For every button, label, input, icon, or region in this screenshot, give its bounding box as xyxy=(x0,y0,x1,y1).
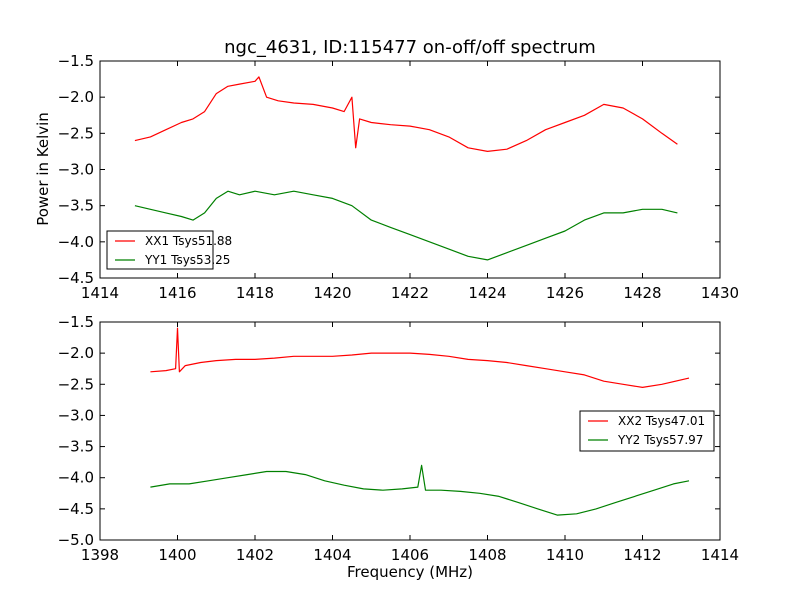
x-tick-label: 1400 xyxy=(158,546,196,564)
x-tick-label: 1420 xyxy=(313,284,351,302)
legend-box xyxy=(106,230,214,270)
x-tick-label: 1428 xyxy=(623,284,661,302)
x-tick-label: 1398 xyxy=(81,546,119,564)
y-tick-label: −3.5 xyxy=(58,438,94,456)
y-tick-label: −4.5 xyxy=(58,269,94,287)
x-tick-label: 1414 xyxy=(81,284,119,302)
y-tick-label: −3.0 xyxy=(58,161,94,179)
x-axis-label: Frequency (MHz) xyxy=(347,563,473,581)
legend-label: XX2 Tsys47.01 xyxy=(618,414,705,428)
legend-label: XX1 Tsys51.88 xyxy=(145,234,232,248)
series-line-2-1 xyxy=(150,327,690,388)
x-tick-label: 1408 xyxy=(468,546,506,564)
x-tick-label: 1424 xyxy=(468,284,506,302)
x-tick-label: 1410 xyxy=(546,546,584,564)
y-tick-label: −2.5 xyxy=(58,375,94,393)
x-tick-label: 1414 xyxy=(701,546,739,564)
y-tick-label: −3.0 xyxy=(58,406,94,424)
legend-label: YY1 Tsys53.25 xyxy=(144,253,230,267)
x-tick-label: 1418 xyxy=(236,284,274,302)
x-tick-label: 1426 xyxy=(546,284,584,302)
y-tick-label: −3.5 xyxy=(58,197,94,215)
series-line-1-2 xyxy=(134,190,678,261)
x-tick-label: 1430 xyxy=(701,284,739,302)
chart-title: ngc_4631, ID:115477 on-off/off spectrum xyxy=(224,37,596,58)
legend-label: YY2 Tsys57.97 xyxy=(617,433,703,447)
y-tick-label: −1.5 xyxy=(58,313,94,331)
x-tick-label: 1404 xyxy=(313,546,351,564)
y-tick-label: −2.0 xyxy=(58,344,94,362)
x-tick-label: 1412 xyxy=(623,546,661,564)
y-tick-label: −4.5 xyxy=(58,500,94,518)
x-tick-label: 1416 xyxy=(158,284,196,302)
series-line-1-1 xyxy=(134,76,678,152)
bottom-subplot: 1398 1400 1402 1404 1406 1408 1410 1412 1414 −1.5… xyxy=(58,313,740,564)
y-tick-label: −2.0 xyxy=(58,88,94,106)
series-line-2-2 xyxy=(150,464,690,516)
top-subplot: 1414 1416 1418 1420 1422 1424 1426 1428 1430 −1.5… xyxy=(58,52,740,302)
y-tick-label: −2.5 xyxy=(58,124,94,142)
y-tick-label: −1.5 xyxy=(58,52,94,70)
y-tick-label: −4.0 xyxy=(58,233,94,251)
x-tick-label: 1406 xyxy=(391,546,429,564)
x-tick-label: 1422 xyxy=(391,284,429,302)
y-axis-label: Power in Kelvin xyxy=(34,112,52,226)
legend: XX2 Tsys47.01 YY2 Tsys57.97 xyxy=(579,410,715,452)
y-tick-label: −5.0 xyxy=(58,531,94,549)
x-tick-label: 1402 xyxy=(236,546,274,564)
y-tick-label: −4.0 xyxy=(58,469,94,487)
legend-box xyxy=(579,410,715,452)
legend: XX1 Tsys51.88 YY1 Tsys53.25 xyxy=(106,230,232,270)
